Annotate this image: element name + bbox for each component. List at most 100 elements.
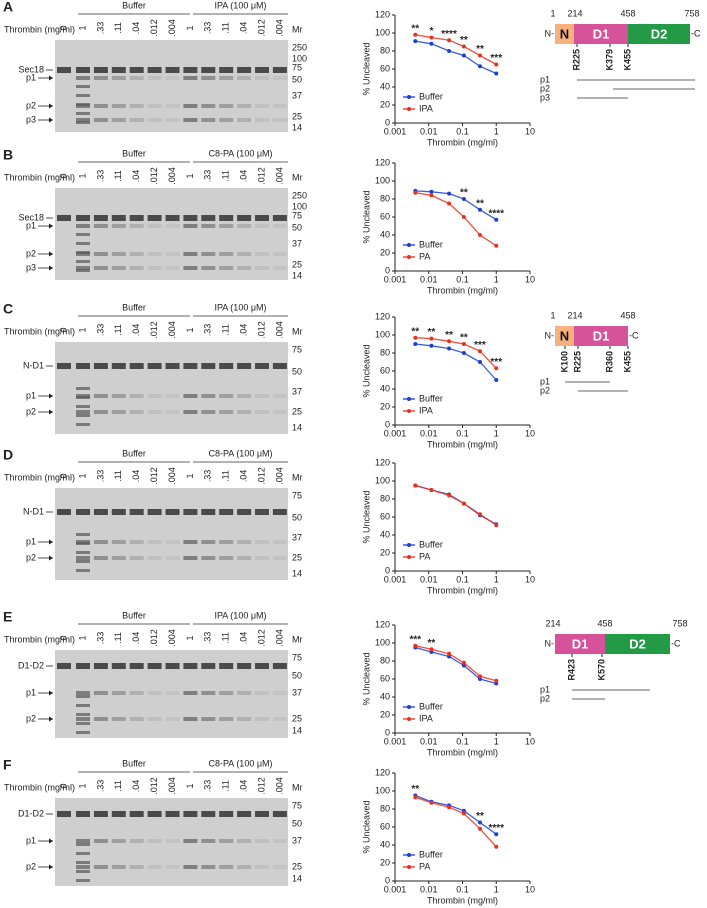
band (183, 224, 198, 228)
band (237, 865, 252, 869)
band (201, 717, 216, 721)
group-label: Buffer (122, 758, 146, 768)
band (201, 252, 216, 256)
lane-label: .11 (113, 632, 123, 644)
band (165, 556, 180, 560)
band (165, 811, 180, 817)
mr-value: 25 (292, 259, 302, 269)
band (111, 839, 126, 843)
lane-label: .11 (221, 470, 231, 482)
lane-label: .012 (256, 467, 266, 485)
ladder-band (76, 713, 90, 716)
ladder-band (76, 879, 90, 882)
band (272, 865, 287, 869)
c-terminus: -C (629, 330, 639, 340)
band (237, 363, 252, 369)
x-tick-label: 0.1 (456, 736, 469, 746)
band (147, 663, 162, 669)
band (93, 215, 108, 221)
data-point (494, 366, 499, 371)
band (165, 717, 180, 721)
y-tick-label: 120 (375, 157, 390, 167)
band (183, 865, 198, 869)
band (255, 717, 269, 721)
thrombin-label: Thrombin (mg/ml) (4, 634, 75, 644)
lane-label: .33 (203, 632, 213, 645)
band (147, 540, 162, 544)
significance: ** (445, 330, 453, 341)
mr-value: 37 (292, 532, 302, 542)
legend-marker (407, 397, 411, 401)
band-label: p1 (26, 835, 36, 845)
ladder-band (76, 387, 90, 390)
lane-label: .33 (203, 170, 213, 183)
lane-label: .11 (221, 780, 231, 792)
y-tick-label: 100 (375, 329, 390, 339)
band (111, 865, 126, 869)
cleavage-site: K455 (622, 351, 632, 373)
data-point (494, 243, 499, 248)
band (93, 691, 108, 695)
legend-marker (407, 865, 411, 869)
band (111, 252, 126, 256)
cleavage-site: R225 (572, 351, 582, 373)
band (183, 663, 198, 669)
x-tick-label: 1 (494, 274, 499, 284)
band (237, 394, 252, 398)
significance: ** (476, 198, 484, 209)
band (111, 410, 126, 414)
band (237, 252, 252, 256)
ladder-band (76, 396, 90, 399)
y-tick-label: 120 (375, 9, 390, 19)
band (219, 76, 234, 80)
panel-label: D (3, 447, 13, 463)
lane-label: .04 (238, 632, 248, 645)
group-label: Buffer (122, 148, 146, 158)
lane-label: .11 (113, 170, 123, 182)
band (255, 811, 269, 817)
band (255, 104, 269, 108)
legend-label: PA (419, 861, 430, 871)
lane-label: .33 (95, 470, 105, 483)
lane-label: .04 (131, 324, 141, 337)
band (183, 215, 198, 221)
data-point (461, 197, 466, 201)
band (76, 509, 90, 515)
mr-value: 100 (292, 53, 307, 63)
mr-label: Mr (292, 326, 303, 336)
band (165, 865, 180, 869)
band (183, 839, 198, 843)
residue-position: 758 (672, 618, 687, 628)
y-tick-label: 40 (380, 383, 390, 393)
fragment-label: p3 (540, 92, 550, 102)
ladder-band (76, 405, 90, 408)
cleavage-site: R360 (604, 351, 614, 373)
significance: ** (460, 333, 468, 344)
mr-value: 14 (292, 568, 302, 578)
data-point (461, 342, 466, 346)
ladder-band (76, 569, 90, 572)
band (93, 540, 108, 544)
domain-label: D1 (593, 26, 610, 41)
domain-label: N (560, 26, 569, 41)
data-point (477, 674, 482, 679)
band (93, 839, 108, 843)
mr-value: 50 (292, 670, 302, 680)
legend-marker (407, 95, 411, 99)
band-label: p1 (26, 390, 36, 400)
series-line (415, 484, 497, 526)
data-point (413, 483, 418, 488)
band-label: Sec18 (18, 212, 44, 222)
band (255, 556, 269, 560)
lane-label: .04 (131, 780, 141, 793)
band (183, 691, 198, 695)
x-tick-label: 0.01 (420, 736, 438, 746)
y-tick-label: 100 (375, 475, 390, 485)
x-tick-label: 0.001 (384, 274, 407, 284)
y-axis-label: % Uncleaved (361, 190, 371, 243)
data-point (461, 660, 466, 665)
group-label: C8-PA (100 μM) (208, 758, 272, 768)
arrow-head (49, 690, 53, 696)
band (111, 394, 126, 398)
lane-label: .004 (274, 777, 284, 795)
